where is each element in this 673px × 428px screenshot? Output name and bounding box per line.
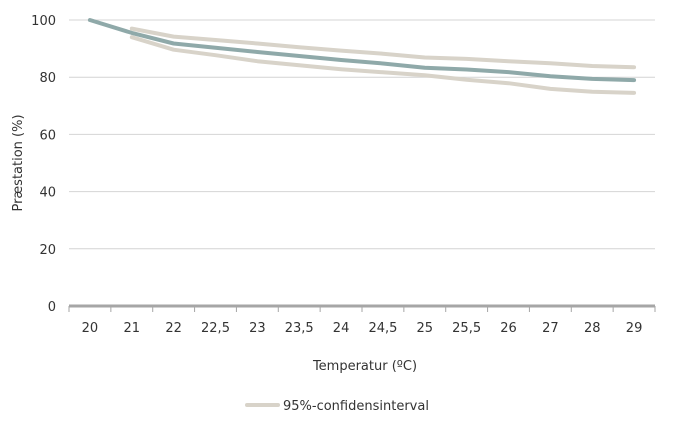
x-tick-label: 29 [626,321,643,336]
x-tick-label: 26 [500,321,517,336]
x-tick-label: 23,5 [285,321,314,336]
x-tick-label: 22 [165,321,182,336]
x-tick-label: 28 [584,321,601,336]
x-tick-label: 23 [249,321,266,336]
y-axis: 0 20 40 60 80 100 [31,14,56,315]
x-tick-label: 25,5 [452,321,481,336]
x-axis-title: Temperatur (ºC) [312,359,417,374]
y-tick-label: 100 [31,14,56,29]
y-tick-label: 20 [39,243,56,258]
series-line-upper [129,26,637,70]
y-tick-label: 80 [39,71,56,86]
legend-label: 95%-confidensinterval [283,399,429,414]
series-group [87,18,637,95]
x-tick-label: 24,5 [368,321,397,336]
legend: 95%-confidensinterval [245,399,429,414]
y-axis-title: Præstation (%) [11,114,26,211]
x-tick-label: 27 [542,321,559,336]
x-tick-label: 21 [124,321,141,336]
series-line-estimate [87,18,637,83]
y-tick-label: 60 [39,128,56,143]
x-tick-label: 25 [417,321,434,336]
y-tick-label: 0 [48,300,56,315]
x-tick-label: 20 [82,321,99,336]
series-line-lower [129,35,637,95]
gridlines [69,19,655,250]
x-tick-label: 22,5 [201,321,230,336]
y-tick-label: 40 [39,186,56,201]
x-tick-label: 24 [333,321,350,336]
x-axis: 20 21 22 22,5 23 23,5 24 24,5 25 25,5 26 27 28 29 [68,304,656,336]
